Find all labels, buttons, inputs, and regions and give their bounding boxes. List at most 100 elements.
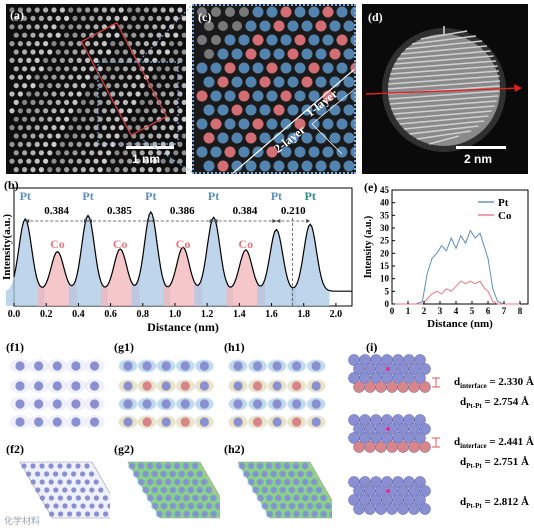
lattice-atom [85,125,91,131]
lattice-atom [143,91,149,97]
lattice-atom [152,125,158,131]
structure-atom [80,471,86,477]
lattice-atom [30,133,36,139]
lattice-fringe [389,95,499,105]
pt-atom [245,160,257,172]
lattice-atom [43,41,49,47]
structure-atom [180,381,190,391]
pt-atom [301,20,313,32]
structure-atom [183,479,189,485]
lattice-atom [114,49,120,55]
lattice-atom [164,167,170,173]
lattice-atom [148,116,154,122]
lattice-atom [64,116,70,122]
series-line-pt [392,229,520,305]
lattice-atom [110,7,116,13]
lattice-atom [122,15,128,21]
lattice-atom [55,49,61,55]
lattice-atom [177,7,183,13]
co-atom [217,160,229,172]
lattice-atom [59,24,65,30]
co-atom [419,441,431,453]
panel-d-particle-image: (d) 2 nm [362,4,528,174]
pt-atom [287,76,299,88]
lattice-atom [64,15,70,21]
pt-atom [322,34,334,46]
structure-atom [15,381,25,391]
lattice-atom [38,32,45,38]
lattice-atom [13,167,19,173]
pt-atom [287,104,299,116]
lattice-atom [110,125,116,131]
lattice-atom [131,32,137,38]
structure-atom [161,399,171,409]
structure-atom [156,479,162,485]
co-atom [375,441,387,453]
structure-atom [44,471,50,477]
lattice-atom [72,66,78,72]
structure-atom [71,399,81,409]
lattice-fringe [392,60,496,70]
structure-atom [71,471,77,477]
structure-atom [48,463,54,469]
structure-atom [156,463,162,469]
panel-a-haadf-image: (a) 1 nm [6,4,186,174]
profile-arrow-line [365,87,521,95]
panel-f1-label: (f1) [6,340,24,354]
pt-atom [343,104,355,116]
structure-atom [44,503,50,509]
structure-atom [311,479,317,485]
lattice-atom [30,150,36,156]
panel-a-label: (a) [10,8,24,22]
y-tick-label: 10 [380,274,390,284]
lattice-atom [93,108,99,114]
co-atom [308,62,320,74]
lattice-atom [97,15,103,21]
structure-atom [197,503,203,509]
pt-atom [336,90,348,102]
structure-atom [303,511,309,517]
lattice-atom [43,108,49,114]
lattice-atom [43,74,49,80]
lattice-atom [156,133,162,139]
lattice-atom [13,49,19,55]
panel-g1-label: (g1) [114,340,134,354]
structure-atom [188,487,194,493]
structure-atom [170,503,176,509]
pt-atom [414,414,426,426]
lattice-atom [169,108,175,114]
lattice-atom [17,41,23,47]
pt-atom [238,62,250,74]
pt-atom [266,90,278,102]
structure-atom [199,417,209,427]
pt-atom [231,76,243,88]
co-atom [397,381,409,393]
spacing-value: 0.384 [44,205,69,217]
lattice-atom [64,167,70,173]
structure-atom [292,361,302,371]
lattice-atom [13,150,19,156]
lattice-atom [89,83,95,89]
lattice-atom [106,32,112,38]
layer-boundary-line [231,67,356,174]
co-atom [245,132,257,144]
pt-atom [308,6,320,18]
pt-atom-label: Pt [304,189,315,203]
lattice-atom [160,158,166,164]
panel-b-profile-chart: Pt Co Pt Co Pt Co Pt Co Pt Pt 0.384 0.385 0.386 0.384… [0,178,360,336]
lattice-atom [139,32,145,38]
lattice-atom [85,91,91,97]
lattice-atom [76,141,82,147]
lattice-atom [110,108,116,114]
lattice-atom [93,7,99,13]
panel-b-label: (b) [4,178,19,192]
lattice-fringe [405,40,483,50]
pt-atom [196,62,208,74]
pt-atom [414,494,426,506]
lattice-atom [26,57,32,64]
structure-atom [67,511,73,517]
structure-atom [233,381,243,391]
marker-atom [386,367,390,371]
structure-atom [161,487,167,493]
pt-atom [252,6,264,18]
